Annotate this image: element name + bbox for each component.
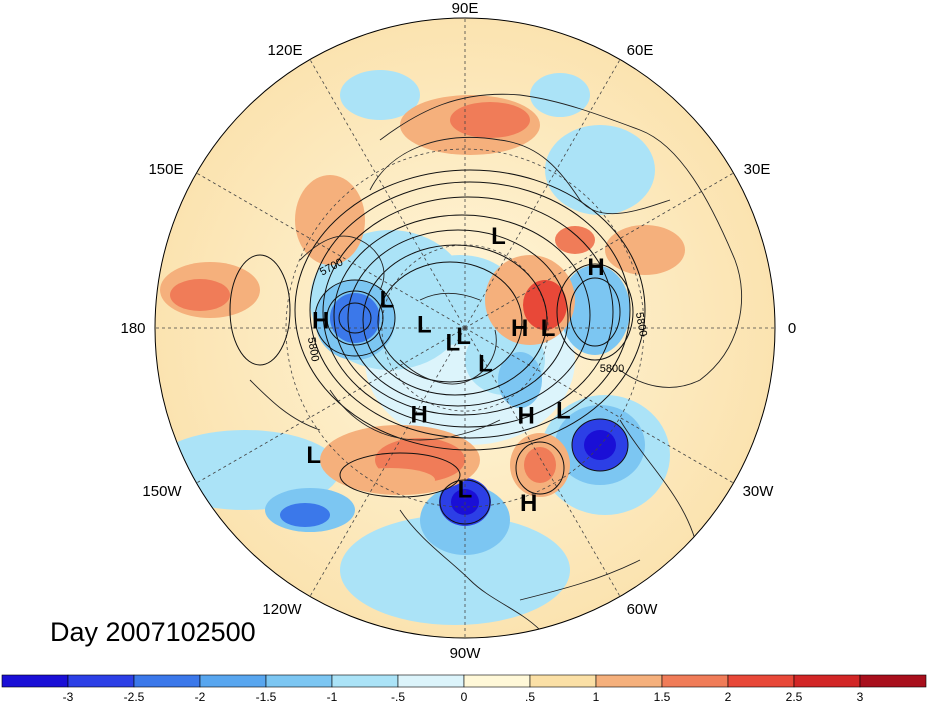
longitude-labels: 90E 60E 30E 0 30W 60W 90W 120W 150W 180 …: [120, 0, 796, 662]
colorbar-tick-label: 1: [593, 690, 600, 702]
meridian-line: [464, 172, 734, 329]
colorbar-tick-label: -.5: [391, 690, 405, 702]
contour-value-label: 5800: [305, 336, 321, 362]
lon-label-30e: 30E: [744, 161, 771, 178]
lon-label-180: 180: [120, 320, 145, 337]
low-pressure-center: L: [417, 311, 432, 338]
colorbar-tick-label: 2.5: [786, 690, 803, 702]
low-pressure-center: L: [458, 476, 473, 503]
colorbar-tick-label: 0: [461, 690, 468, 702]
low-pressure-center: L: [541, 315, 556, 342]
colorbar-tick-label: -1.5: [256, 690, 277, 702]
colorbar-swatch: [133, 674, 201, 688]
contour-value-label: 5800: [633, 311, 649, 337]
colorbar-tick-label: -1: [327, 690, 338, 702]
high-pressure-center: H: [518, 402, 535, 429]
low-pressure-center: L: [556, 398, 571, 425]
lon-label-60e: 60E: [627, 42, 654, 59]
high-pressure-center: H: [410, 401, 427, 428]
colorbar-tick-label: -2: [195, 690, 206, 702]
colorbar-swatch: [331, 674, 399, 688]
colorbar-swatch: [793, 674, 861, 688]
colorbar-tick-label: 1.5: [654, 690, 671, 702]
low-pressure-center: L: [456, 323, 471, 350]
meridian-line: [196, 172, 466, 329]
high-pressure-center: H: [312, 307, 329, 334]
contour-value-label: 5800: [600, 363, 624, 375]
colorbar-swatch: [529, 674, 597, 688]
colorbar-swatch: [859, 674, 927, 688]
lon-label-90e: 90E: [452, 0, 479, 17]
lon-label-60w: 60W: [627, 601, 659, 618]
colorbar-swatch: [397, 674, 465, 688]
meridian-line: [309, 327, 466, 597]
colorbar-swatch: [199, 674, 267, 688]
low-pressure-center: L: [380, 287, 395, 314]
colorbar-tick-label: -2.5: [124, 690, 145, 702]
meridian-line: [464, 327, 734, 484]
lon-label-150w: 150W: [142, 483, 182, 500]
colorbar-tick-label: .5: [525, 690, 535, 702]
colorbar-swatch: [727, 674, 795, 688]
lon-label-90w: 90W: [450, 645, 482, 662]
colorbar-swatch: [1, 674, 69, 688]
colorbar-swatch: [661, 674, 729, 688]
colorbar-swatch: [595, 674, 663, 688]
geopotential-contours: [229, 169, 646, 525]
high-pressure-center: H: [511, 315, 528, 342]
colorbar-tick-label: 2: [725, 690, 732, 702]
meridian-line: [464, 327, 621, 597]
colorbar-swatch: [463, 674, 531, 688]
lon-label-30w: 30W: [743, 483, 775, 500]
high-pressure-center: H: [587, 254, 604, 281]
high-pressure-center: H: [520, 490, 537, 517]
meridian-line: [196, 327, 466, 484]
lon-label-120e: 120E: [267, 42, 302, 59]
low-pressure-center: L: [306, 442, 321, 469]
map-title: Day 2007102500: [50, 617, 256, 647]
anomaly-shading: [155, 18, 775, 638]
low-pressure-center: L: [491, 223, 506, 250]
lon-label-0: 0: [788, 320, 796, 337]
colorbar-swatch: [265, 674, 333, 688]
lon-label-120w: 120W: [262, 601, 302, 618]
colorbar: -3 -2.5 -2 -1.5 -1 -.5 0 .5 1 1.5 2 2.5 3: [1, 674, 927, 702]
lon-label-150e: 150E: [148, 161, 183, 178]
colorbar-swatch: [67, 674, 135, 688]
low-pressure-center: L: [478, 350, 493, 377]
colorbar-tick-label: -3: [63, 690, 74, 702]
meridian-line: [464, 59, 621, 329]
meridian-line: [309, 59, 466, 329]
colorbar-tick-label: 3: [857, 690, 864, 702]
low-pressure-center: L: [445, 330, 460, 357]
map-boundary: [154, 17, 776, 639]
